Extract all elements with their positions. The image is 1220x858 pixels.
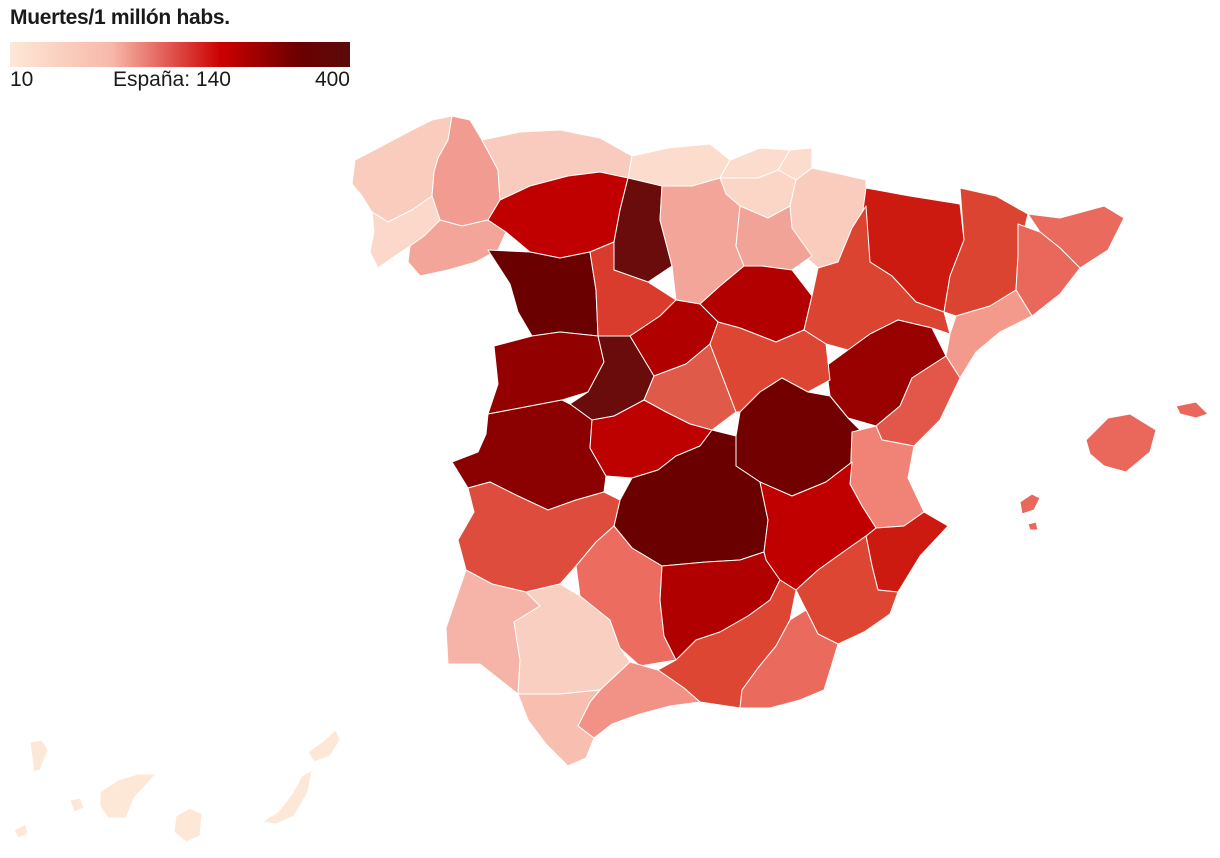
province-zamora[interactable]: Zamora	[487, 249, 599, 337]
province-illes-balears-menorca[interactable]: Illes Balears	[1175, 401, 1209, 419]
province-cadiz[interactable]: Cádiz	[517, 689, 601, 767]
island-fuerteventura[interactable]: Canarias	[261, 769, 313, 825]
province-guadalajara[interactable]: Guadalajara	[709, 321, 831, 413]
island-la-gomera[interactable]: Canarias	[69, 797, 85, 813]
legend-national-label: España: 140	[113, 68, 231, 91]
province-illes-balears-ibiza[interactable]: Illes Balears	[1019, 493, 1041, 515]
province-tarragona[interactable]: Tarragona	[945, 289, 1033, 379]
legend-color-scale	[10, 42, 350, 67]
island-el-hierro[interactable]: Canarias	[13, 823, 29, 839]
island-tenerife[interactable]: Canarias	[99, 773, 157, 819]
province-la-rioja[interactable]: La Rioja	[735, 205, 813, 271]
province-illes-balears-mallorca[interactable]: Illes Balears	[1085, 413, 1157, 473]
province-almeria[interactable]: Almería	[739, 609, 839, 709]
legend-min-label: 10	[10, 68, 34, 91]
legend-max-label: 400	[314, 68, 350, 91]
province-barcelona[interactable]: Barcelona	[1015, 223, 1081, 317]
legend-title: Muertes/1 millón habs.	[10, 6, 230, 29]
province-ourense[interactable]: Ourense	[407, 219, 507, 277]
island-la-palma[interactable]: Canarias	[29, 739, 49, 773]
island-gran-canaria[interactable]: Canarias	[173, 807, 203, 843]
province-illes-balears-formentera[interactable]: Illes Balears	[1027, 521, 1039, 531]
island-lanzarote[interactable]: Canarias	[307, 729, 341, 763]
legend-labels: 10 España: 140 400	[10, 68, 350, 94]
